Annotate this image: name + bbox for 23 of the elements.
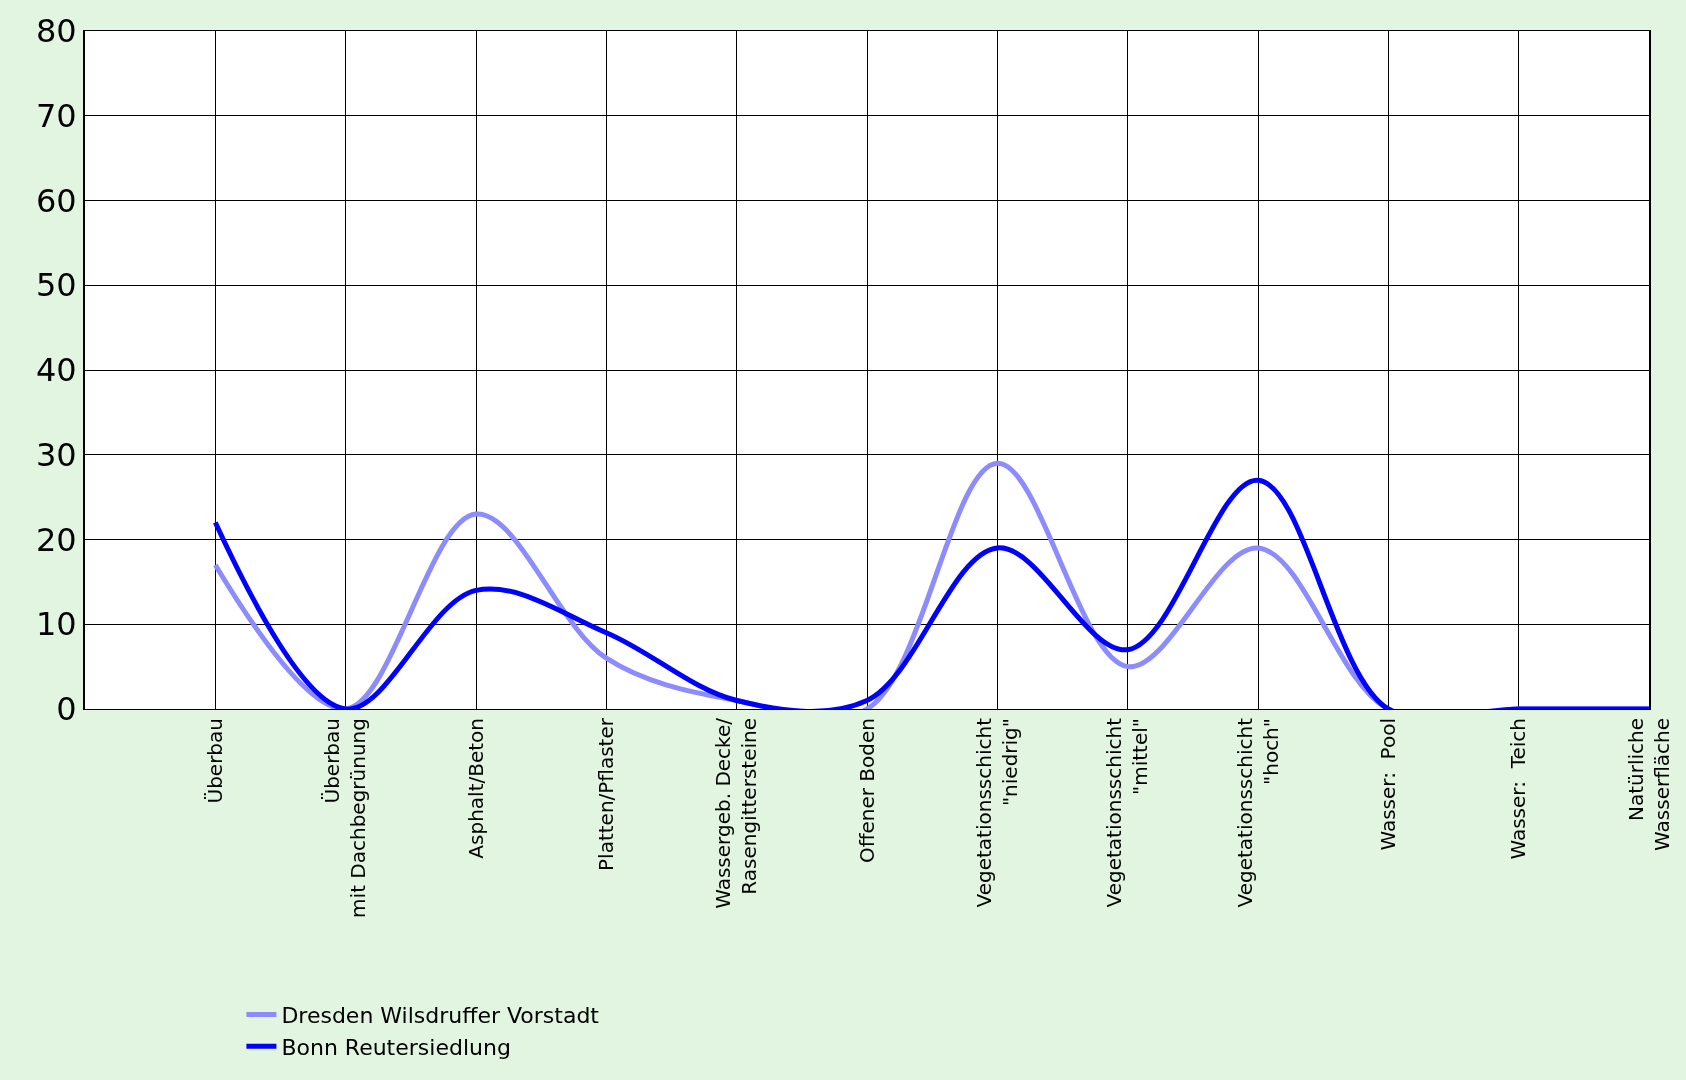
legend-label: Dresden Wilsdruffer Vorstadt	[281, 1003, 600, 1029]
x-tick-label: Offener Boden	[854, 718, 879, 864]
y-tick-label: 50	[35, 266, 77, 305]
x-tick-label: Platten/Pflaster	[593, 717, 618, 871]
y-tick-label: 10	[35, 605, 77, 644]
y-tick-label: 60	[35, 181, 77, 220]
x-tick-label: Überbau mit Dachbegrünung	[320, 718, 371, 918]
x-tick-label: Wasser: Teich	[1506, 718, 1531, 860]
y-tick-label: 20	[35, 520, 77, 559]
legend-label: Bonn Reutersiedlung	[281, 1034, 511, 1060]
x-tick-label: Vegetationsschicht "mittel"	[1102, 717, 1153, 908]
x-tick-label: Vegetationsschicht "hoch"	[1232, 717, 1283, 908]
x-tick-label: Asphalt/Beton	[463, 718, 488, 859]
x-tick-label: Überbau	[202, 718, 227, 804]
y-tick-label: 70	[35, 96, 77, 135]
y-tick-label: 80	[35, 12, 77, 51]
x-tick-label: Wasser: Pool	[1375, 718, 1400, 851]
x-tick-label: Vegetationsschicht "niedrig"	[971, 717, 1022, 908]
x-tick-label: Natürliche Wasserfläche	[1623, 718, 1674, 851]
y-tick-label: 30	[35, 435, 77, 474]
y-tick-label: 40	[35, 351, 77, 390]
y-tick-label: 0	[56, 690, 77, 729]
x-tick-label: Wassergeb. Decke/ Rasengittersteine	[711, 717, 762, 909]
